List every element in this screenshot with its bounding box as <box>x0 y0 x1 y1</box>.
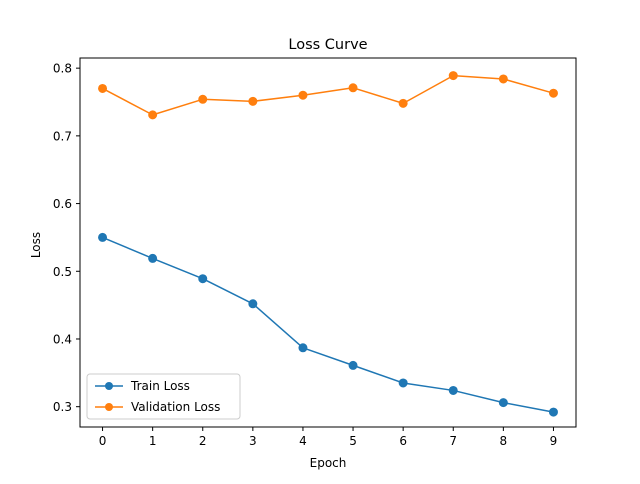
legend-label-train-loss: Train Loss <box>130 379 190 393</box>
legend-marker-train-loss <box>105 382 113 390</box>
data-point-train-loss <box>248 299 258 309</box>
data-point-train-loss <box>348 360 358 370</box>
data-point-validation-loss <box>498 74 508 84</box>
x-tick-label: 4 <box>299 434 307 448</box>
x-tick-label: 7 <box>449 434 457 448</box>
y-tick-label: 0.8 <box>53 62 72 76</box>
legend-label-validation-loss: Validation Loss <box>131 400 220 414</box>
x-tick-label: 1 <box>149 434 157 448</box>
y-tick-label: 0.3 <box>53 400 72 414</box>
data-point-train-loss <box>198 274 208 284</box>
x-tick-label: 8 <box>500 434 508 448</box>
y-tick-label: 0.6 <box>53 197 72 211</box>
data-point-validation-loss <box>548 88 558 98</box>
data-point-validation-loss <box>248 96 258 106</box>
series-layer <box>98 71 558 417</box>
series-line-train-loss <box>101 236 555 413</box>
data-point-train-loss <box>298 343 308 353</box>
y-tick-label: 0.7 <box>53 129 72 143</box>
x-tick-label: 2 <box>199 434 207 448</box>
data-point-validation-loss <box>98 83 108 93</box>
data-point-validation-loss <box>298 90 308 100</box>
chart-title: Loss Curve <box>288 37 367 53</box>
data-point-train-loss <box>448 385 458 395</box>
plot-frame <box>79 57 577 428</box>
x-tick-label: 9 <box>550 434 558 448</box>
data-point-train-loss <box>398 378 408 388</box>
series-line-validation-loss <box>101 74 555 116</box>
data-point-train-loss <box>498 398 508 408</box>
y-axis-ticks: 0.3 0.4 0.5 0.6 0.7 0.8 <box>53 62 80 414</box>
y-tick-label: 0.4 <box>53 332 72 346</box>
plot-area <box>79 57 577 428</box>
x-tick-label: 3 <box>249 434 257 448</box>
data-point-validation-loss <box>348 83 358 93</box>
x-axis-label: Epoch <box>310 456 347 470</box>
y-axis-label: Loss <box>29 232 43 258</box>
legend-marker-validation-loss <box>105 403 113 411</box>
data-point-validation-loss <box>198 94 208 104</box>
x-tick-label: 6 <box>399 434 407 448</box>
data-point-validation-loss <box>448 71 458 81</box>
data-point-train-loss <box>548 407 558 417</box>
data-point-validation-loss <box>398 98 408 108</box>
x-tick-label: 5 <box>349 434 357 448</box>
y-tick-label: 0.5 <box>53 265 72 279</box>
data-point-train-loss <box>148 253 158 263</box>
x-axis-ticks: 0 1 2 3 4 5 6 7 8 9 <box>99 427 558 448</box>
x-tick-label: 0 <box>99 434 107 448</box>
data-point-validation-loss <box>148 110 158 120</box>
data-point-train-loss <box>98 232 108 242</box>
legend: Train Loss Validation Loss <box>86 373 241 420</box>
legend-box <box>86 373 241 420</box>
